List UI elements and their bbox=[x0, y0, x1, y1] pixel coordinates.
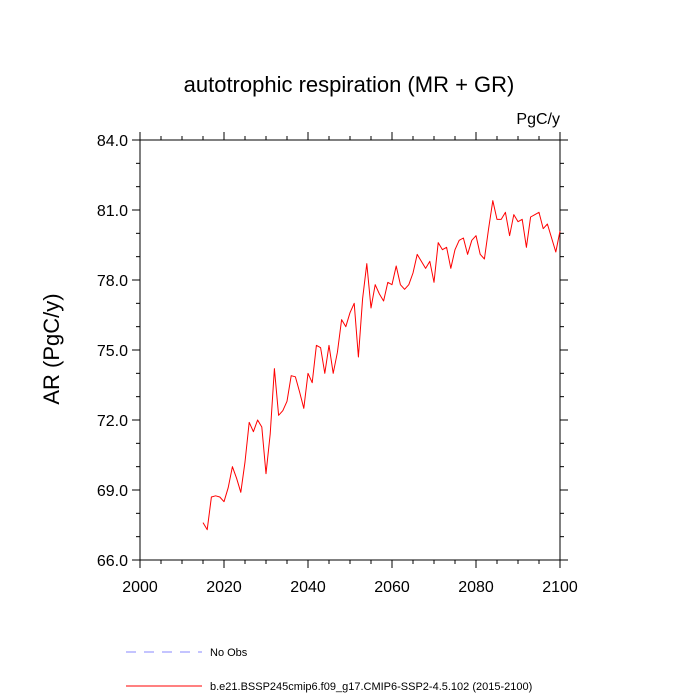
x-tick-label: 2080 bbox=[458, 579, 494, 596]
y-tick-label: 84.0 bbox=[97, 133, 128, 150]
chart-title: autotrophic respiration (MR + GR) bbox=[184, 72, 515, 97]
legend: No Obs b.e21.BSSP245cmip6.f09_g17.CMIP6-S… bbox=[126, 647, 532, 693]
y-tick-label: 72.0 bbox=[97, 413, 128, 430]
x-tick-label: 2040 bbox=[290, 579, 326, 596]
tick-labels: 2000 2020 2040 2060 2080 2100 66.0 69.0 72.0 75.0… bbox=[97, 133, 578, 596]
x-tick-label: 2060 bbox=[374, 579, 410, 596]
x-tick-label: 2000 bbox=[122, 579, 158, 596]
y-tick-label: 66.0 bbox=[97, 553, 128, 570]
series-layer bbox=[202, 200, 561, 531]
x-tick-label: 2020 bbox=[206, 579, 242, 596]
series-line bbox=[202, 200, 561, 531]
y-tick-label: 69.0 bbox=[97, 483, 128, 500]
axis-ticks bbox=[132, 132, 568, 568]
y-tick-label: 78.0 bbox=[97, 273, 128, 290]
y-tick-label: 81.0 bbox=[97, 203, 128, 220]
y-axis-label: AR (PgC/y) bbox=[39, 293, 64, 404]
x-tick-label: 2100 bbox=[542, 579, 578, 596]
legend-label: No Obs bbox=[210, 647, 248, 659]
y-tick-label: 75.0 bbox=[97, 343, 128, 360]
plot-frame bbox=[139, 139, 561, 561]
units-label: PgC/y bbox=[516, 111, 560, 128]
legend-label: b.e21.BSSP245cmip6.f09_g17.CMIP6-SSP2-4.… bbox=[210, 681, 532, 693]
